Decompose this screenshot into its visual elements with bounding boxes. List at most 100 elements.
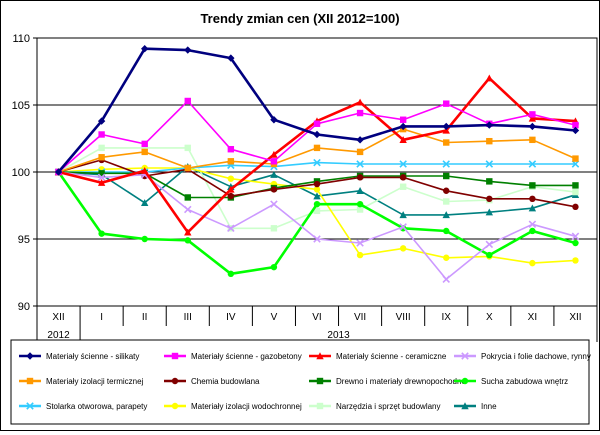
legend-entry: Narzędzia i sprzęt budowlany [309, 402, 441, 411]
data-point [399, 136, 407, 144]
legend-label: Sucha zabudowa wnętrz [481, 377, 568, 386]
x-tick-label: XI [528, 312, 537, 323]
data-point [270, 225, 278, 232]
legend-label: Chemia budowlana [191, 377, 260, 386]
data-point [270, 158, 278, 165]
legend-entry: Materiały ścienne - silikaty [19, 352, 139, 361]
data-point [442, 126, 450, 134]
y-tick-label: 90 [18, 301, 30, 313]
data-point [227, 175, 235, 182]
legend-entry: Inne [454, 402, 497, 411]
data-point [313, 200, 321, 208]
legend-marker [26, 377, 34, 385]
data-point [485, 240, 494, 249]
data-point [140, 166, 149, 174]
legend-label: Materiały izolacji wodochronnej [191, 402, 302, 411]
data-point [313, 158, 321, 167]
data-point [184, 97, 191, 105]
data-point [313, 186, 321, 193]
data-point [571, 232, 580, 241]
legend-entry: Materiały izolacji wodochronnej [164, 402, 302, 411]
data-point [572, 257, 579, 264]
x-year-label: 2013 [327, 330, 350, 341]
data-point [97, 179, 106, 186]
legend-entry: Pokrycia i folie dachowe, rynny [454, 352, 591, 361]
legend-marker [461, 377, 469, 385]
legend-marker [171, 377, 179, 385]
data-point [356, 174, 364, 181]
x-tick-label: VI [312, 312, 321, 323]
legend-marker [461, 352, 469, 360]
data-point [529, 136, 536, 144]
y-tick-label: 110 [12, 33, 30, 45]
data-point [529, 259, 536, 267]
data-point [98, 131, 105, 138]
data-point [98, 170, 105, 177]
x-tick-label: I [100, 312, 103, 323]
data-point [313, 192, 321, 200]
data-point [485, 208, 494, 216]
x-tick-label: X [486, 312, 493, 323]
x-tick-label: IX [442, 312, 452, 323]
data-point [313, 120, 321, 127]
data-point [184, 164, 191, 172]
legend-marker [171, 352, 179, 360]
data-point [399, 116, 407, 123]
data-point [98, 154, 105, 161]
x-tick-label: XII [52, 312, 64, 323]
data-point [227, 54, 235, 62]
legend-label: Materiały ścienne - gazobetony [191, 352, 302, 361]
legend-box [10, 339, 590, 425]
data-point [141, 148, 148, 156]
data-point [313, 144, 321, 152]
data-point [443, 198, 450, 205]
data-point [442, 211, 450, 219]
data-point [528, 160, 537, 168]
data-point [443, 172, 450, 180]
x-tick-label: IV [226, 312, 236, 323]
data-point [184, 237, 191, 244]
data-point [270, 170, 278, 178]
data-point [399, 245, 407, 252]
data-point [141, 144, 148, 152]
data-point [356, 160, 364, 168]
legend-label: Stolarka otworowa, parapety [46, 402, 147, 411]
data-point [572, 182, 579, 189]
data-point [141, 235, 148, 243]
legend-marker [26, 352, 34, 360]
data-point [356, 98, 364, 106]
series-6 [55, 156, 579, 211]
data-point [529, 182, 536, 189]
series-1 [54, 45, 580, 176]
x-year-label: 2012 [47, 330, 70, 341]
data-point [442, 122, 450, 131]
y-tick-label: 100 [12, 167, 30, 179]
legend-marker [316, 377, 324, 385]
data-point [141, 140, 148, 148]
data-point [270, 263, 278, 271]
legend-marker [316, 352, 324, 360]
data-point [528, 122, 537, 131]
legend-marker [26, 402, 34, 410]
data-point [572, 188, 579, 196]
data-point [356, 148, 364, 156]
data-point [572, 203, 579, 211]
x-tick-label: XII [569, 312, 581, 323]
data-point [486, 195, 493, 202]
series-lines [54, 45, 580, 283]
data-point [356, 239, 364, 247]
legend-entry: Materiały ścienne - ceramiczne [309, 352, 447, 361]
legend-label: Drewno i materiały drewnopochodne [336, 377, 466, 386]
legend-label: Materiały ścienne - ceramiczne [336, 352, 447, 361]
data-point [313, 180, 321, 188]
data-point [184, 144, 191, 152]
x-tick-label: II [142, 312, 148, 323]
data-point [485, 74, 494, 82]
data-point [529, 195, 536, 202]
data-point [443, 227, 450, 235]
data-point [184, 194, 191, 201]
data-point [140, 199, 149, 207]
data-point [313, 207, 321, 215]
